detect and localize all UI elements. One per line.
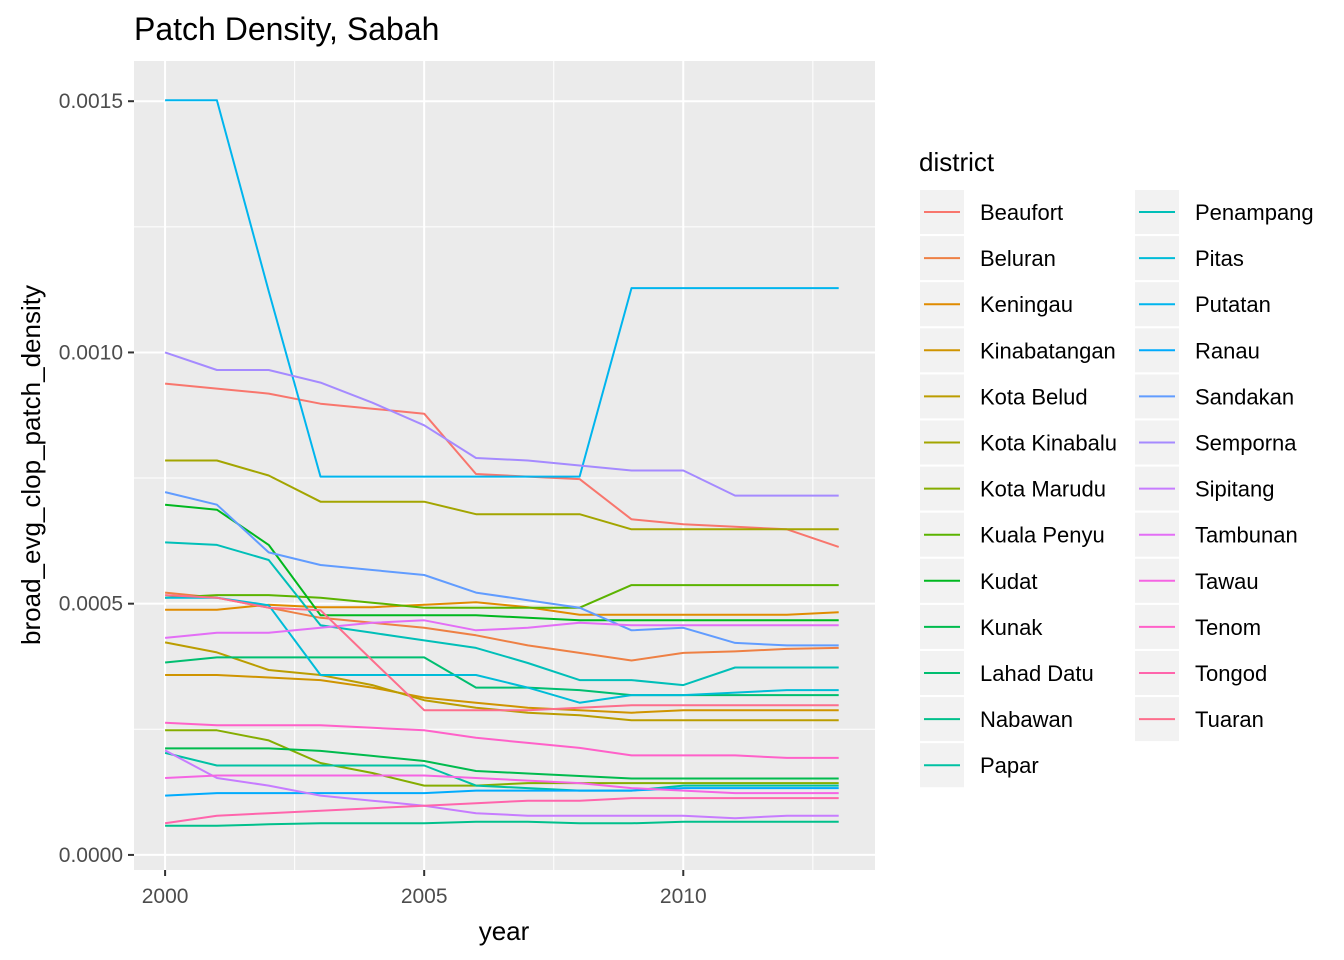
plot-panel [134, 61, 875, 870]
legend-item-ranau: Ranau [1135, 328, 1260, 373]
legend-item-kota-marudu: Kota Marudu [920, 466, 1106, 511]
series-line-kunak [165, 747, 839, 780]
legend-item-tambunan: Tambunan [1135, 512, 1298, 557]
series-line-lahad-datu [165, 656, 839, 697]
legend-item-kota-belud: Kota Belud [920, 374, 1088, 419]
legend-label: Kinabatangan [980, 338, 1116, 363]
legend-label: Penampang [1195, 200, 1314, 225]
legend-item-sipitang: Sipitang [1135, 466, 1275, 511]
legend-item-beaufort: Beaufort [920, 190, 1063, 234]
legend-item-tongod: Tongod [1135, 651, 1267, 695]
x-tick-label: 2000 [142, 885, 189, 908]
x-axis: 2000 2005 2010 [142, 870, 707, 908]
y-tick-label: 0.0000 [59, 844, 123, 867]
legend-label: Kota Belud [980, 384, 1088, 409]
grid-minor [134, 61, 875, 870]
legend-item-tenom: Tenom [1135, 604, 1261, 649]
x-tick-label: 2010 [660, 885, 707, 908]
legend-item-nabawan: Nabawan [920, 697, 1073, 742]
chart-title: Patch Density, Sabah [134, 11, 439, 47]
legend-label: Lahad Datu [980, 661, 1094, 686]
legend-label: Semporna [1195, 431, 1297, 456]
legend-item-lahad-datu: Lahad Datu [920, 651, 1094, 695]
series-line-beluran [165, 591, 839, 662]
series-line-nabawan [165, 820, 839, 827]
series-line-kuala-penyu [165, 584, 839, 609]
series-line-putatan [165, 99, 839, 478]
legend-item-tuaran: Tuaran [1135, 697, 1264, 742]
legend-item-papar: Papar [920, 743, 1039, 788]
legend-label: Sandakan [1195, 384, 1294, 409]
series-line-pitas [165, 596, 839, 704]
series-line-kota-kinabalu [165, 459, 839, 531]
series-line-tongod [164, 797, 839, 825]
legend-label: Tambunan [1195, 523, 1298, 548]
legend-item-penampang: Penampang [1135, 190, 1314, 234]
legend-item-beluran: Beluran [920, 236, 1056, 281]
series-line-kinabatangan [165, 674, 839, 714]
series-lines [164, 99, 840, 827]
series-line-tawau [165, 774, 839, 795]
legend-item-kunak: Kunak [920, 604, 1043, 649]
legend-label: Papar [980, 753, 1039, 778]
series-line-tuaran [165, 594, 839, 712]
legend-label: Tongod [1195, 661, 1267, 686]
legend-label: Kota Marudu [980, 477, 1106, 502]
legend-label: Nabawan [980, 707, 1073, 732]
legend-label: Beluran [980, 246, 1056, 271]
legend-item-kota-kinabalu: Kota Kinabalu [920, 420, 1117, 465]
legend-label: Pitas [1195, 246, 1244, 271]
y-axis: 0.0000 0.0005 0.0010 0.0015 [59, 90, 134, 867]
legend-item-semporna: Semporna [1135, 420, 1297, 465]
series-line-tambunan [165, 619, 839, 639]
series-line-beaufort [165, 382, 840, 548]
legend-item-tawau: Tawau [1135, 558, 1259, 603]
legend-label: Kuala Penyu [980, 523, 1105, 548]
series-line-keningau [165, 601, 839, 616]
legend-item-sandakan: Sandakan [1135, 374, 1294, 419]
legend-label: Ranau [1195, 338, 1260, 363]
x-axis-title: year [479, 916, 530, 946]
series-line-semporna [164, 351, 839, 497]
legend-label: Beaufort [980, 200, 1063, 225]
legend-label: Kota Kinabalu [980, 431, 1117, 456]
x-tick-label: 2005 [401, 885, 448, 908]
legend-item-kuala-penyu: Kuala Penyu [920, 512, 1105, 557]
legend-item-pitas: Pitas [1135, 236, 1244, 281]
legend-label: Keningau [980, 292, 1073, 317]
series-line-papar [164, 751, 839, 792]
legend-label: Putatan [1195, 292, 1271, 317]
legend-item-putatan: Putatan [1135, 282, 1271, 327]
legend-label: Kunak [980, 615, 1043, 640]
legend-item-kinabatangan: Kinabatangan [920, 328, 1116, 373]
y-tick-label: 0.0015 [59, 90, 123, 113]
y-tick-label: 0.0010 [59, 341, 123, 364]
series-line-sipitang [164, 749, 839, 820]
series-line-ranau [165, 787, 839, 797]
legend-label: Kudat [980, 569, 1038, 594]
legend-title: district [919, 147, 995, 177]
y-tick-label: 0.0005 [59, 593, 123, 616]
series-line-tenom [165, 721, 839, 759]
series-line-kudat [165, 503, 839, 622]
series-line-kota-marudu [165, 729, 839, 787]
legend-item-keningau: Keningau [920, 282, 1073, 327]
legend-label: Tenom [1195, 615, 1261, 640]
y-axis-title: broad_evg_clop_patch_density [16, 285, 46, 645]
series-line-sandakan [164, 491, 839, 647]
legend-label: Sipitang [1195, 477, 1275, 502]
series-line-penampang [165, 541, 839, 687]
legend-label: Tuaran [1195, 707, 1264, 732]
legend-label: Tawau [1195, 569, 1259, 594]
legend: Beaufort Beluran Keningau Kinabatangan Kota … [920, 190, 1314, 788]
legend-item-kudat: Kudat [920, 558, 1038, 603]
